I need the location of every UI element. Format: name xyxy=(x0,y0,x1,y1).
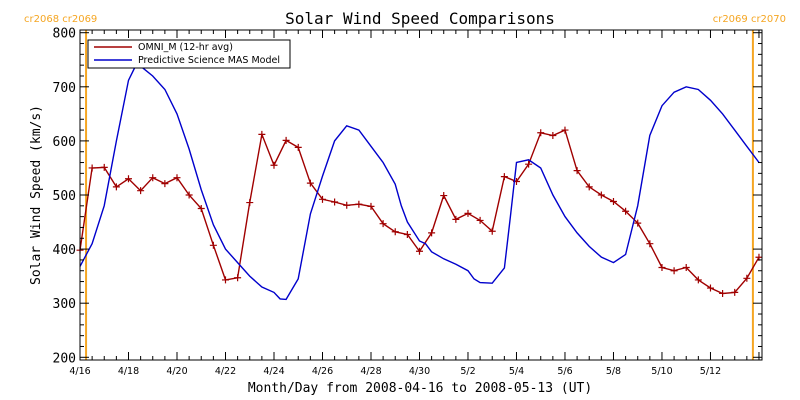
legend: OMNI_M (12-hr avg) Predictive Science MA… xyxy=(87,39,291,69)
omni-data-point xyxy=(706,284,714,292)
omni-data-point xyxy=(561,126,569,134)
x-tick-label: 4/22 xyxy=(215,366,236,377)
y-tick-label: 600 xyxy=(53,135,76,150)
omni-data-point xyxy=(597,191,605,199)
omni-data-point xyxy=(355,200,363,208)
y-axis: 200 300 400 500 600 700 800 xyxy=(53,27,762,366)
omni-data-point xyxy=(694,276,702,284)
omni-data-point xyxy=(294,143,302,151)
legend-label-mas-model: Predictive Science MAS Model xyxy=(138,55,280,66)
chart-title: Solar Wind Speed Comparisons xyxy=(285,9,555,28)
omni-data-point xyxy=(258,130,266,138)
omni-data-point xyxy=(428,229,436,237)
omni-data-point xyxy=(246,199,254,207)
omni-data-point xyxy=(658,263,666,271)
omni-data-point xyxy=(549,131,557,139)
omni-data-point xyxy=(488,227,496,235)
x-tick-label: 4/24 xyxy=(263,366,284,377)
omni-data-point xyxy=(137,187,145,195)
omni-data-point xyxy=(173,174,181,182)
omni-data-point xyxy=(306,179,314,187)
y-tick-label: 200 xyxy=(53,351,76,366)
omni-data-point xyxy=(379,220,387,228)
omni-data-point xyxy=(537,129,545,137)
omni-data-point xyxy=(209,241,217,249)
plot-area xyxy=(76,30,763,360)
omni-data-point xyxy=(88,164,96,172)
omni-data-point xyxy=(367,202,375,210)
omni-data-point xyxy=(391,228,399,236)
omni-data-point xyxy=(270,161,278,169)
omni-data-point xyxy=(476,216,484,224)
omni-data-point xyxy=(585,183,593,191)
omni-data-point xyxy=(221,276,229,284)
x-tick-label: 4/18 xyxy=(118,366,139,377)
omni-data-point xyxy=(609,197,617,205)
omni-data-point xyxy=(112,183,120,191)
omni-data-point xyxy=(525,160,533,168)
y-axis-label: Solar Wind Speed (km/s) xyxy=(29,105,44,285)
x-tick-label: 4/26 xyxy=(312,366,333,377)
y-tick-label: 700 xyxy=(53,81,76,96)
omni-data-point xyxy=(622,207,630,215)
legend-box xyxy=(87,39,291,69)
x-tick-label: 5/8 xyxy=(606,366,621,377)
x-tick-label: 5/6 xyxy=(557,366,572,377)
omni-data-point xyxy=(452,215,460,223)
carrington-label-right: cr2069 cr2070 xyxy=(713,14,786,25)
omni-data-point xyxy=(403,230,411,238)
x-tick-label: 5/10 xyxy=(651,366,672,377)
omni-data-point xyxy=(415,247,423,255)
omni-data-point xyxy=(100,163,108,171)
omni-data-point xyxy=(743,274,751,282)
omni-data-point xyxy=(500,173,508,181)
x-tick-label: 4/28 xyxy=(360,366,381,377)
y-tick-label: 500 xyxy=(53,189,76,204)
omni-data-point xyxy=(161,180,169,188)
omni-data-point xyxy=(719,289,727,297)
omni-data-point xyxy=(682,263,690,271)
x-tick-label: 4/20 xyxy=(166,366,187,377)
omni-data-point xyxy=(197,205,205,213)
x-tick-label: 4/30 xyxy=(409,366,430,377)
series-line-omni xyxy=(79,129,760,295)
series-line-mas-model xyxy=(79,65,760,301)
omni-data-point xyxy=(124,175,132,183)
y-tick-label: 300 xyxy=(53,297,76,312)
omni-data-point xyxy=(318,195,326,203)
omni-data-point xyxy=(282,136,290,144)
omni-data-point xyxy=(646,240,654,248)
omni-data-point xyxy=(149,174,157,182)
carrington-label-left: cr2068 cr2069 xyxy=(24,14,97,25)
omni-data-point xyxy=(731,288,739,296)
x-tick-label: 4/16 xyxy=(69,366,90,377)
x-axis-label: Month/Day from 2008-04-16 to 2008-05-13 … xyxy=(248,381,592,396)
y-tick-label: 800 xyxy=(53,27,76,42)
omni-data-point xyxy=(185,191,193,199)
omni-data-point xyxy=(573,167,581,175)
x-axis: 4/16 4/18 4/20 4/22 4/24 4/26 4/28 4/30 5/2 5/4 5/… xyxy=(69,30,760,377)
x-tick-label: 5/4 xyxy=(509,366,524,377)
plot-frame xyxy=(79,29,763,361)
omni-data-point xyxy=(634,219,642,227)
omni-data-point xyxy=(234,274,242,282)
omni-data-point xyxy=(331,198,339,206)
x-tick-label: 5/2 xyxy=(460,366,475,377)
legend-label-omni: OMNI_M (12-hr avg) xyxy=(138,42,233,53)
omni-data-point xyxy=(343,201,351,209)
y-tick-label: 400 xyxy=(53,243,76,258)
omni-data-point xyxy=(670,267,678,275)
x-tick-label: 5/12 xyxy=(700,366,721,377)
omni-data-point xyxy=(464,209,472,217)
omni-data-point xyxy=(440,192,448,200)
